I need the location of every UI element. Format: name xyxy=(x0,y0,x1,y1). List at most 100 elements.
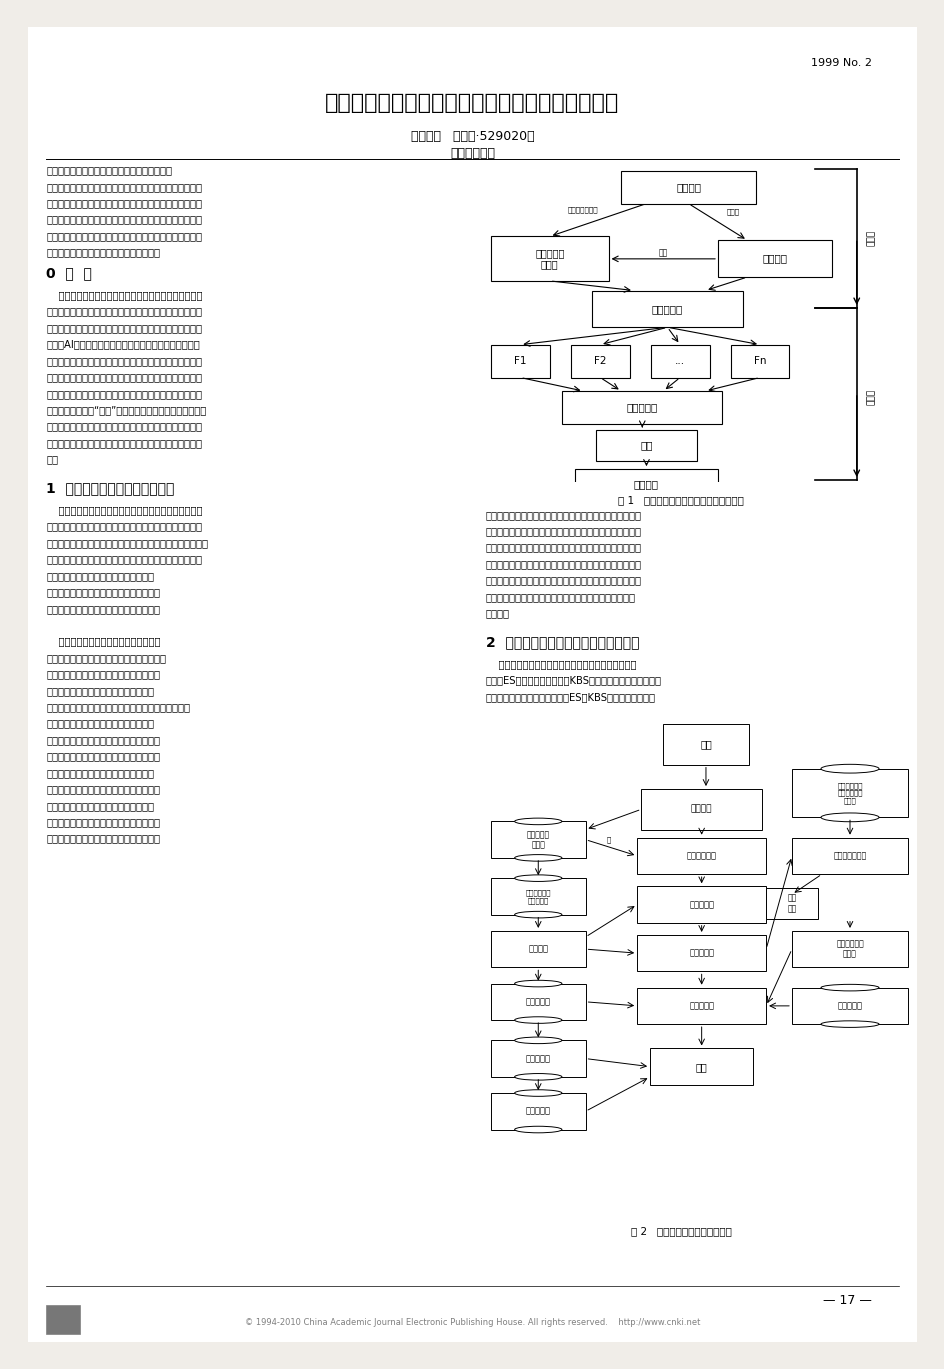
Text: 第二级: 第二级 xyxy=(867,389,875,405)
Text: 设计任务: 设计任务 xyxy=(675,182,700,192)
Text: 上述设计思维规律，该模型应用类比推理来选择和转换一个: 上述设计思维规律，该模型应用类比推理来选择和转换一个 xyxy=(46,356,202,366)
Bar xyxy=(491,1040,585,1077)
Text: 五邑大学   （江门·529020）: 五邑大学 （江门·529020） xyxy=(411,130,533,142)
Ellipse shape xyxy=(514,1017,562,1024)
Text: 设计者通常依据以前的设计经验来完成当前的设计，并: 设计者通常依据以前的设计经验来完成当前的设计，并 xyxy=(46,290,202,300)
Text: Fn: Fn xyxy=(753,356,766,366)
Text: 为机器的构造元素（或称机器组成的积木: 为机器的构造元素（或称机器组成的积木 xyxy=(46,686,154,695)
Text: 装置实例库: 装置实例库 xyxy=(525,1054,550,1064)
Text: 中的关键问题是以最简单形式存储实例，以便有效地提取实: 中的关键问题是以最简单形式存储实例，以便有效地提取实 xyxy=(46,438,202,448)
Text: 功能结构图的设计是最能体现设计者匠心的，也是设计者在: 功能结构图的设计是最能体现设计者匠心的，也是设计者在 xyxy=(46,554,202,564)
Bar xyxy=(490,237,608,281)
Bar xyxy=(491,983,585,1020)
Text: 功能结构图
实例库: 功能结构图 实例库 xyxy=(534,248,564,270)
Bar xyxy=(46,1305,80,1333)
Text: 设计约束规则
装置综合协调
规则库: 设计约束规则 装置综合协调 规则库 xyxy=(836,782,862,804)
Text: 新问题: 新问题 xyxy=(726,208,739,215)
Text: 图，通过子结构的组合可以有许多种不同结构方案，如果存: 图，通过子结构的组合可以有许多种不同结构方案，如果存 xyxy=(485,542,641,553)
Text: 构图中每一于功能相匹配的子结构（装置）。在这一过程中，: 构图中每一于功能相匹配的子结构（装置）。在这一过程中， xyxy=(46,538,208,548)
Text: 开发是有广泛适应性的设计知识库是困难和费时的，因而成: 开发是有广泛适应性的设计知识库是困难和费时的，因而成 xyxy=(46,389,202,398)
Text: 推理是AI中新崛起的一种重要的推理技术，这一模型符合: 推理是AI中新崛起的一种重要的推理技术，这一模型符合 xyxy=(46,340,199,349)
Text: 装置的匹配: 装置的匹配 xyxy=(688,949,714,958)
Ellipse shape xyxy=(514,1127,562,1132)
Text: 以前已解决的设计问题的设计解为一个新的设计问题的解。: 以前已解决的设计问题的设计解为一个新的设计问题的解。 xyxy=(46,372,202,382)
Text: 功能结构图用
实例推理库: 功能结构图用 实例推理库 xyxy=(525,890,550,904)
Text: 题提供一个比较好的知识组织和管理模式，在基于实例推理: 题提供一个比较好的知识组织和管理模式，在基于实例推理 xyxy=(46,422,202,431)
Text: 提出的设计任务建立功能结构图；第二阶段是找出与功能结: 提出的设计任务建立功能结构图；第二阶段是找出与功能结 xyxy=(46,522,202,531)
Bar xyxy=(791,987,907,1024)
Text: 的框架表示方法，描述一种改进的组合功能分类方法，建立: 的框架表示方法，描述一种改进的组合功能分类方法，建立 xyxy=(46,231,202,241)
Text: 评价推理机: 评价推理机 xyxy=(688,1001,714,1010)
Text: 理的方案生成的过程模型如图１所示，这种模型比直接存储: 理的方案生成的过程模型如图１所示，这种模型比直接存储 xyxy=(485,509,641,520)
Text: 1  两级基于实例推理的过程模型: 1 两级基于实例推理的过程模型 xyxy=(46,482,175,496)
Text: © 1994-2010 China Academic Journal Electronic Publishing House. All rights reser: © 1994-2010 China Academic Journal Elect… xyxy=(244,1318,700,1327)
Text: 0  引  言: 0 引 言 xyxy=(46,267,92,281)
Text: 前比较成功的系统还是在调整结构参数设: 前比较成功的系统还是在调整结构参数设 xyxy=(46,801,154,810)
Text: 了方案功能结构实例库和机械装置实例库。: 了方案功能结构实例库和机械装置实例库。 xyxy=(46,248,160,257)
Text: 为一个完整的设计方案本身就是一种实例转换和调整的创: 为一个完整的设计方案本身就是一种实例转换和调整的创 xyxy=(485,591,635,602)
Text: 据功能结构图中每一于子功能提取与之相匹配的装置并组合: 据功能结构图中每一于子功能提取与之相匹配的装置并组合 xyxy=(485,575,641,586)
Text: 评价规则库: 评价规则库 xyxy=(836,1001,862,1010)
Text: 新过程。: 新过程。 xyxy=(485,608,509,619)
Bar xyxy=(650,345,709,378)
Bar xyxy=(663,724,749,765)
Bar xyxy=(491,878,585,914)
Bar xyxy=(641,789,761,830)
Bar xyxy=(791,931,907,968)
Text: 上海交通大学: 上海交通大学 xyxy=(449,146,495,160)
Bar xyxy=(791,768,907,817)
Text: 由有限的零部件组成，我们可以称这些元素: 由有限的零部件组成，我们可以称这些元素 xyxy=(46,669,160,679)
Bar xyxy=(636,935,766,972)
Text: 方案设计问题的特点，提出两级基于实例推: 方案设计问题的特点，提出两级基于实例推 xyxy=(46,834,160,843)
Text: 基于实例推理是在传统的基于规则和基于框架的专家: 基于实例推理是在传统的基于规则和基于框架的专家 xyxy=(485,658,635,669)
Ellipse shape xyxy=(820,813,878,821)
Text: 相似及类似
实例库: 相似及类似 实例库 xyxy=(526,830,549,849)
Text: 本文将重点研究机械方案创新设计过程．作者根: 本文将重点研究机械方案创新设计过程．作者根 xyxy=(46,166,172,175)
Bar xyxy=(730,345,788,378)
Text: 引入到方案设计系统中，尽管也有一些学: 引入到方案设计系统中，尽管也有一些学 xyxy=(46,768,154,778)
Text: F2: F2 xyxy=(594,356,606,366)
Bar xyxy=(636,838,766,875)
Text: 用户定义: 用户定义 xyxy=(762,253,786,264)
Ellipse shape xyxy=(514,875,562,882)
Text: 装置实例库: 装置实例库 xyxy=(525,1106,550,1116)
Text: 为知识系统开发的“瓶颈”问题，基于实例推理为解决这一问: 为知识系统开发的“瓶颈”问题，基于实例推理为解决这一问 xyxy=(46,405,206,415)
Text: 整个机械方案实例优越得多。其一：对于给定一个功能结构: 整个机械方案实例优越得多。其一：对于给定一个功能结构 xyxy=(485,526,641,537)
Ellipse shape xyxy=(514,1038,562,1043)
Text: 控制
通道: 控制 通道 xyxy=(786,894,796,913)
Ellipse shape xyxy=(514,1073,562,1080)
Text: 用户定义模块: 用户定义模块 xyxy=(686,852,716,860)
Text: 组合: 组合 xyxy=(639,441,652,450)
Bar xyxy=(766,888,817,919)
Bar xyxy=(562,392,721,424)
Bar xyxy=(491,1092,585,1129)
Text: 验，因此功能结构图应成为智能设计系统知: 验，因此功能结构图应成为智能设计系统知 xyxy=(46,587,160,597)
Text: 2  基于实例推理机械方案设计系统结构: 2 基于实例推理机械方案设计系统结构 xyxy=(485,635,639,649)
Text: 例。: 例。 xyxy=(46,455,58,464)
Text: 图 1   方案创新设计两级实例推理过程模型: 图 1 方案创新设计两级实例推理过程模型 xyxy=(617,496,744,505)
Text: 方案设计两级实例推理过程模型及系统结构的研究: 方案设计两级实例推理过程模型及系统结构的研究 xyxy=(325,93,619,114)
Text: 的错误，而成功的经验则被用来指导当前的设计。基于实例: 的错误，而成功的经验则被用来指导当前的设计。基于实例 xyxy=(46,323,202,333)
Text: 构千变万化，但通过观察不难发现机械器总是: 构千变万化，但通过观察不难发现机械器总是 xyxy=(46,653,166,663)
Text: 元），如螺旋副、齿轮副、凸轮副、轧辊等等，如何有: 元），如螺旋副、齿轮副、凸轮副、轧辊等等，如何有 xyxy=(46,702,190,712)
Ellipse shape xyxy=(514,980,562,987)
Ellipse shape xyxy=(514,819,562,824)
Text: 机械方案生成可分解为两个阶段：第一阶段是根据用户: 机械方案生成可分解为两个阶段：第一阶段是根据用户 xyxy=(46,505,202,515)
Text: 尽管在工程实际应用中，机械系统的结: 尽管在工程实际应用中，机械系统的结 xyxy=(46,637,160,646)
Text: 描述基于实例功能推理的机械方案智能设计系统，同时对实: 描述基于实例功能推理的机械方案智能设计系统，同时对实 xyxy=(46,199,202,208)
Text: 功能结构图: 功能结构图 xyxy=(651,304,683,314)
Bar xyxy=(574,470,717,500)
Bar xyxy=(490,345,549,378)
Bar xyxy=(636,886,766,923)
Ellipse shape xyxy=(820,1021,878,1027)
Ellipse shape xyxy=(514,1090,562,1097)
Text: 相同及相似问题: 相同及相似问题 xyxy=(567,207,598,214)
Bar xyxy=(491,821,585,858)
Text: 功能目录: 功能目录 xyxy=(528,945,548,954)
Text: 不是每次从头开始设计，以前的失败经验被用来避免犯同样: 不是每次从头开始设计，以前的失败经验被用来避免犯同样 xyxy=(46,307,202,316)
Bar xyxy=(591,290,742,327)
Bar xyxy=(491,931,585,968)
Text: 设计实例的问题可资利用的宝贵的设计经: 设计实例的问题可资利用的宝贵的设计经 xyxy=(46,571,154,580)
Ellipse shape xyxy=(820,984,878,991)
Text: 装置匹配推理机: 装置匹配推理机 xyxy=(833,852,866,860)
